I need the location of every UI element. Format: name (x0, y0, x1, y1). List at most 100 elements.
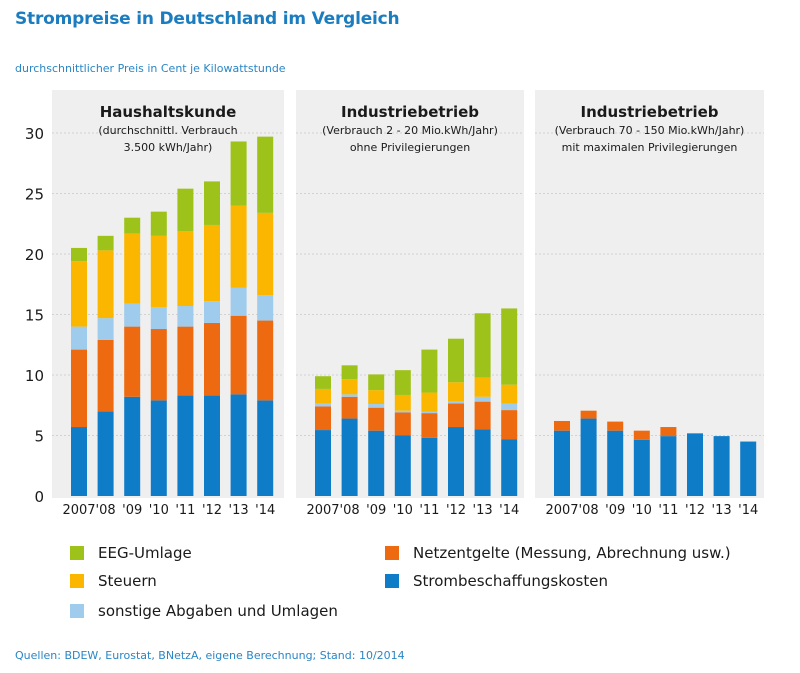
bar-segment (204, 395, 220, 496)
x-tick-label: '10 (632, 503, 652, 518)
x-tick-label: '13 (473, 503, 493, 518)
x-tick-label: '09 (605, 503, 625, 518)
bar-segment (633, 430, 650, 440)
bar-segment (150, 307, 167, 330)
x-tick-label: '11 (658, 503, 678, 518)
bar-segment (177, 306, 194, 327)
bar-segment (501, 384, 518, 404)
bar-segment (97, 250, 114, 319)
bar-segment (501, 439, 518, 496)
bar-segment (448, 403, 464, 428)
bar-segment (368, 390, 385, 405)
bar-segment (124, 396, 141, 496)
legend-swatch (385, 574, 399, 588)
bar-segment (124, 303, 141, 327)
bar-segment (740, 441, 757, 496)
legend-label: EEG-Umlage (98, 544, 192, 562)
legend-label: Steuern (98, 572, 157, 590)
y-tick-label: 30 (25, 125, 44, 143)
bar-segment (204, 301, 220, 323)
bar-segment (341, 418, 358, 496)
x-tick-label: '08 (579, 503, 599, 518)
panel-title: Industriebetrieb (341, 103, 479, 121)
x-tick-label: '09 (122, 503, 142, 518)
bar-segment (150, 329, 167, 401)
bar-segment (394, 435, 411, 496)
bar-segment (607, 430, 624, 496)
bar-segment (474, 377, 491, 397)
panel-background (535, 90, 764, 498)
x-tick-label: '08 (96, 503, 116, 518)
source-note: Quellen: BDEW, Eurostat, BNetzA, eigene … (15, 649, 405, 662)
bar-segment (315, 376, 331, 389)
legend-swatch (385, 546, 399, 560)
x-tick-label: '11 (175, 503, 195, 518)
bar-segment (124, 233, 141, 304)
bar-segment (448, 401, 464, 404)
bar-segment (177, 326, 194, 396)
bar-segment (448, 382, 464, 402)
bar-segment (124, 217, 141, 234)
bar-segment (230, 205, 247, 288)
panel-subtitle: (durchschnittl. Verbrauch (98, 124, 237, 137)
panel-subtitle: (Verbrauch 70 - 150 Mio.kWh/Jahr) (555, 124, 745, 137)
bar-segment (230, 287, 247, 316)
bar-segment (421, 413, 438, 438)
bar-segment (554, 430, 570, 496)
bar-segment (97, 235, 114, 251)
bar-segment (71, 326, 87, 350)
bar-segment (124, 326, 141, 397)
x-tick-label: '14 (255, 503, 275, 518)
bar-segment (315, 430, 331, 496)
legend-swatch (70, 574, 84, 588)
bar-segment (71, 349, 87, 428)
x-tick-label: 2007 (62, 503, 95, 518)
bar-segment (660, 436, 677, 496)
legend-item-steuern: Steuern (70, 572, 157, 590)
x-tick-label: 2007 (306, 503, 339, 518)
bar-segment (368, 430, 385, 496)
bar-segment (713, 436, 730, 496)
panel-title: Industriebetrieb (580, 103, 718, 121)
bar-segment (257, 295, 274, 321)
bar-segment (421, 349, 438, 393)
legend-swatch (70, 604, 84, 618)
bar-segment (204, 322, 220, 396)
x-tick-label: '10 (149, 503, 169, 518)
bar-segment (580, 410, 597, 419)
panel-title: Haushaltskunde (100, 103, 237, 121)
legend-label: Strombeschaffungskosten (413, 572, 608, 590)
legend-label: sonstige Abgaben und Umlagen (98, 602, 338, 620)
bar-segment (97, 339, 114, 412)
bar-segment (97, 318, 114, 340)
x-tick-label: '08 (340, 503, 360, 518)
x-tick-label: '11 (419, 503, 439, 518)
panel-subtitle: mit maximalen Privilegierungen (562, 141, 738, 154)
legend: EEG-Umlage Steuern sonstige Abgaben und … (0, 540, 800, 640)
panel-subtitle: 3.500 kWh/Jahr) (124, 141, 213, 154)
x-tick-label: '14 (738, 503, 758, 518)
x-tick-label: 2007 (545, 503, 578, 518)
x-tick-label: '14 (499, 503, 519, 518)
bar-segment (394, 412, 411, 436)
bar-segment (150, 400, 167, 496)
x-tick-label: '10 (393, 503, 413, 518)
bar-segment (368, 407, 385, 431)
legend-label: Netzentgelte (Messung, Abrechnung usw.) (413, 544, 731, 562)
bar-segment (474, 313, 491, 378)
bar-segment (580, 418, 597, 496)
x-tick-label: '13 (712, 503, 732, 518)
bar-segment (501, 308, 518, 385)
bar-segment (660, 427, 677, 437)
bar-segment (71, 261, 87, 327)
y-tick-label: 15 (25, 307, 44, 325)
bar-segment (394, 394, 411, 411)
bar-segment (474, 401, 491, 430)
bar-segment (257, 212, 274, 296)
y-tick-label: 5 (34, 428, 44, 446)
panel-subtitle: ohne Privilegierungen (350, 141, 470, 154)
bar-segment (421, 437, 438, 496)
bar-segment (633, 439, 650, 496)
bar-segment (687, 433, 703, 496)
bar-segment (687, 433, 703, 434)
